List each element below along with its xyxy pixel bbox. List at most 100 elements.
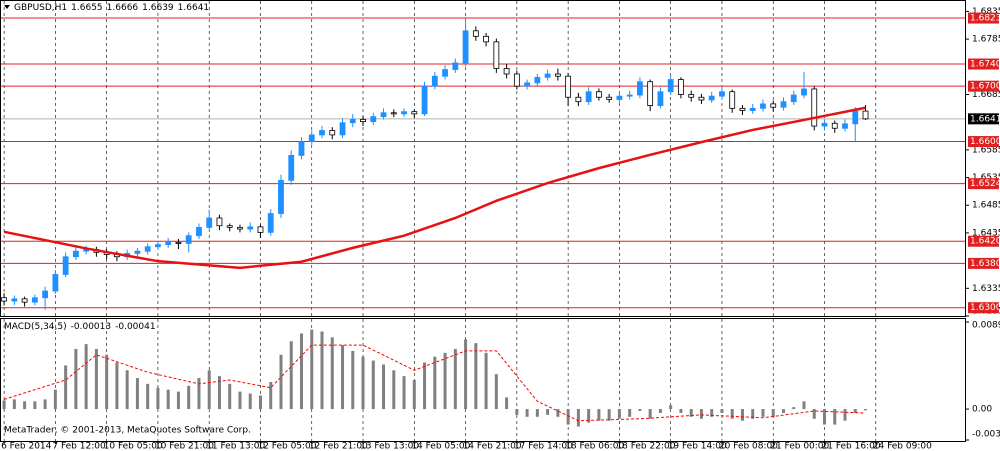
macd-panel [0, 318, 966, 442]
histogram-bar [146, 383, 150, 410]
level-label-box [968, 58, 999, 70]
menu-arrow[interactable] [4, 5, 10, 9]
y-tick-label: 1.6435 [972, 228, 1000, 238]
histogram-bar [576, 409, 580, 427]
candle-body [298, 141, 305, 156]
main-panel [0, 0, 966, 317]
histogram-bar [115, 362, 119, 410]
candle-body [1, 297, 8, 302]
candle-body [719, 91, 725, 97]
histogram-bar [84, 344, 88, 410]
histogram-bar [853, 409, 857, 413]
histogram-bar [823, 409, 827, 425]
candle-body [831, 122, 838, 129]
level-label: 1.6380 [970, 259, 1000, 269]
candle-body [513, 73, 520, 87]
candle-body [390, 112, 397, 115]
histogram-bar [617, 409, 621, 419]
histogram-bar [412, 379, 416, 410]
x-tick-label: 18 Feb 06:00 [565, 442, 624, 451]
candle-body [319, 130, 325, 136]
y-tick-label: 1.6685 [972, 90, 1000, 100]
level-label: 1.6524 [970, 179, 1000, 189]
candle-body [503, 68, 510, 75]
candle-body [842, 123, 848, 129]
x-tick-label: 10 Feb 05:00 [104, 442, 163, 451]
candle-body [175, 241, 182, 244]
candle-body [308, 134, 315, 142]
x-tick-label: 19 Feb 14:00 [668, 442, 727, 451]
x-tick-label: 6 Feb 2014 [1, 442, 52, 451]
title-value: 1.6641 [178, 3, 210, 13]
level-label-box [968, 235, 999, 247]
x-tick-label: 11 Feb 13:00 [206, 442, 265, 451]
candle-body [72, 250, 79, 258]
histogram-bar [433, 356, 437, 410]
histogram-bar [310, 329, 314, 410]
x-tick-label: 24 Feb 09:00 [873, 442, 932, 451]
candle-body [729, 91, 736, 109]
histogram-bar [299, 333, 303, 410]
level-label-box [968, 136, 999, 148]
histogram-bar [443, 352, 447, 410]
histogram-bar [320, 331, 324, 410]
candle-body [134, 250, 141, 254]
histogram-bar [720, 409, 724, 413]
candle-body [431, 75, 438, 87]
candle-body [421, 85, 428, 115]
histogram-bar [402, 376, 406, 410]
histogram-bar [382, 364, 386, 410]
histogram-bar [12, 399, 16, 410]
candle-body [144, 246, 151, 252]
candle-body [185, 235, 192, 244]
candle-body [462, 30, 469, 64]
histogram-bar [628, 409, 632, 417]
x-tick-label: 13 Feb 13:00 [360, 442, 419, 451]
level-label-box [968, 302, 999, 314]
candle-body [647, 81, 654, 106]
candle-body [11, 298, 18, 302]
candle-body [257, 226, 264, 233]
x-tick-label: 21 Feb 16:00 [822, 442, 881, 451]
histogram-bar [740, 409, 744, 421]
histogram-bar [587, 409, 591, 423]
candle-body [380, 112, 387, 118]
candle-body [216, 217, 223, 227]
histogram-bar [423, 362, 427, 410]
histogram-bar [289, 341, 293, 410]
candle-body [852, 110, 859, 125]
x-tick-label: 14 Feb 21:00 [463, 442, 522, 451]
histogram-bar [761, 409, 765, 417]
panel-title: GBPUSD,H1 1.6655 1.6666 1.6639 1.6641 [14, 3, 209, 13]
candle-body [575, 96, 582, 103]
histogram-bar [248, 393, 252, 410]
candle-body [657, 91, 664, 106]
histogram-bar [546, 409, 550, 415]
y-tick-label: 1.6335 [972, 284, 1000, 294]
histogram-bar [505, 397, 509, 410]
y-tick-label: -0.00319 [972, 430, 1000, 440]
y-tick-label: 0.00898 [972, 321, 1000, 331]
candle-body [565, 75, 572, 98]
x-tick-label: 12 Feb 21:00 [309, 442, 368, 451]
histogram-bar [166, 389, 170, 410]
histogram-bar [228, 383, 232, 410]
histogram-bar [207, 370, 211, 410]
candle-body [62, 256, 69, 275]
y-tick-label: 1.6485 [972, 201, 1000, 211]
histogram-bar [74, 348, 78, 410]
level-label-box [968, 12, 999, 24]
histogram-bar [197, 378, 201, 410]
candle-body [811, 88, 818, 127]
x-tick-label: 21 Feb 00:00 [770, 442, 829, 451]
histogram-bar [484, 352, 488, 410]
title-value: -0.00041 [115, 322, 155, 332]
histogram-bar [2, 400, 6, 410]
candle-body [821, 122, 828, 127]
candle-body [524, 82, 531, 87]
title-name: GBPUSD,H1 [14, 3, 67, 13]
histogram-bar [187, 385, 191, 410]
x-tick-label: 17 Feb 14:00 [514, 442, 573, 451]
candle-body [534, 76, 541, 84]
candle-body [688, 94, 695, 98]
